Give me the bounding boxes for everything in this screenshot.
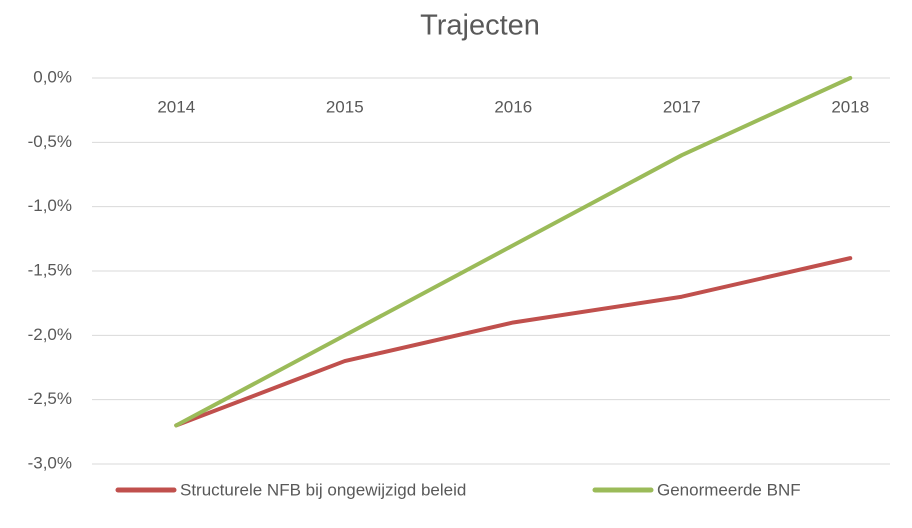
x-tick-label: 2014 (157, 97, 195, 116)
y-tick-label: -1,0% (28, 196, 72, 215)
legend-label: Genormeerde BNF (657, 480, 801, 499)
y-tick-label: -2,5% (28, 389, 72, 408)
y-tick-label: 0,0% (33, 67, 72, 86)
data-line (174, 76, 853, 428)
data-line (174, 256, 853, 428)
x-tick-label: 2016 (494, 97, 532, 116)
y-tick-label: -0,5% (28, 132, 72, 151)
y-tick-label: -2,0% (28, 325, 72, 344)
chart-title: Trajecten (420, 10, 540, 42)
x-tick-label: 2018 (831, 97, 869, 116)
x-tick-label: 2017 (663, 97, 701, 116)
y-tick-label: -1,5% (28, 260, 72, 279)
legend-label: Structurele NFB bij ongewijzigd beleid (180, 480, 466, 499)
x-tick-label: 2015 (326, 97, 364, 116)
y-tick-label: -3,0% (28, 453, 72, 472)
